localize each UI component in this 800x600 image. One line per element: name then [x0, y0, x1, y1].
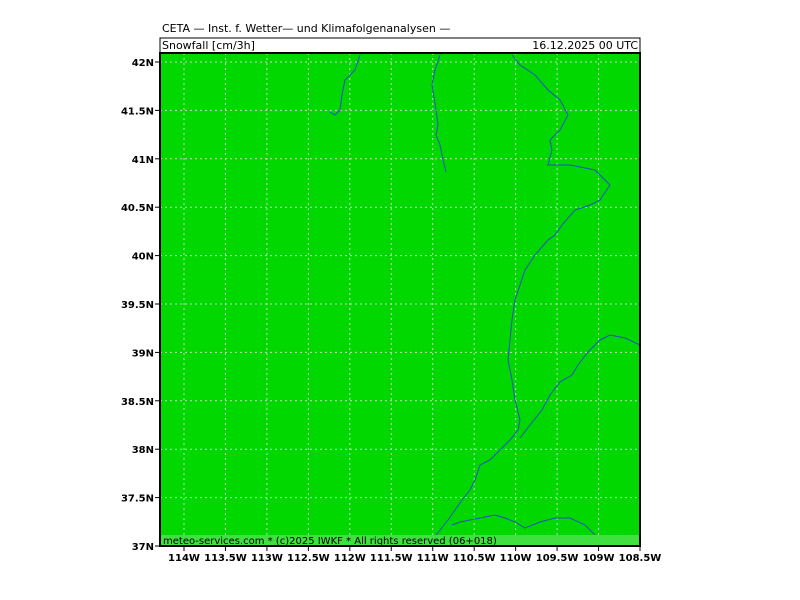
lon-label: 109W [583, 553, 615, 564]
river-line [431, 54, 447, 173]
footer-bar [160, 535, 640, 546]
lon-label: 112W [334, 553, 366, 564]
lat-label: 37.5N [121, 494, 154, 505]
lat-label: 41N [132, 155, 154, 166]
lat-label: 38N [132, 445, 154, 456]
lat-label: 38.5N [121, 397, 154, 408]
map-frame [159, 52, 641, 547]
valid-time: 16.12.2025 00 UTC [532, 39, 638, 52]
lat-label: 42N [132, 58, 154, 69]
lat-label: 39.5N [121, 300, 154, 311]
lon-label: 113.5W [204, 553, 247, 564]
grid [160, 53, 640, 546]
lat-label: 37N [132, 542, 154, 553]
lon-label: 111W [417, 553, 449, 564]
lat-label: 41.5N [121, 106, 154, 117]
lon-label: 110.5W [453, 553, 496, 564]
footer-text: meteo-services.com * (c)2025 IWKF * All … [163, 536, 497, 547]
lon-label: 108.5W [619, 553, 662, 564]
river-line [329, 54, 361, 116]
river-line [451, 514, 601, 547]
lat-label: 40N [132, 252, 154, 263]
lon-label: 114W [168, 553, 200, 564]
lat-label: 39N [132, 348, 154, 359]
map-title: CETA — Inst. f. Wetter— und Klimafolgena… [162, 22, 450, 35]
river-line [519, 334, 641, 439]
border-line [431, 54, 611, 541]
variable-label: Snowfall [cm/3h] [162, 39, 255, 52]
lat-label: 40.5N [121, 203, 154, 214]
lon-label: 110W [500, 553, 532, 564]
lon-label: 109.5W [536, 553, 579, 564]
map-area [160, 53, 640, 546]
lon-label: 113W [251, 553, 283, 564]
lon-label: 112.5W [287, 553, 330, 564]
lon-label: 111.5W [370, 553, 413, 564]
